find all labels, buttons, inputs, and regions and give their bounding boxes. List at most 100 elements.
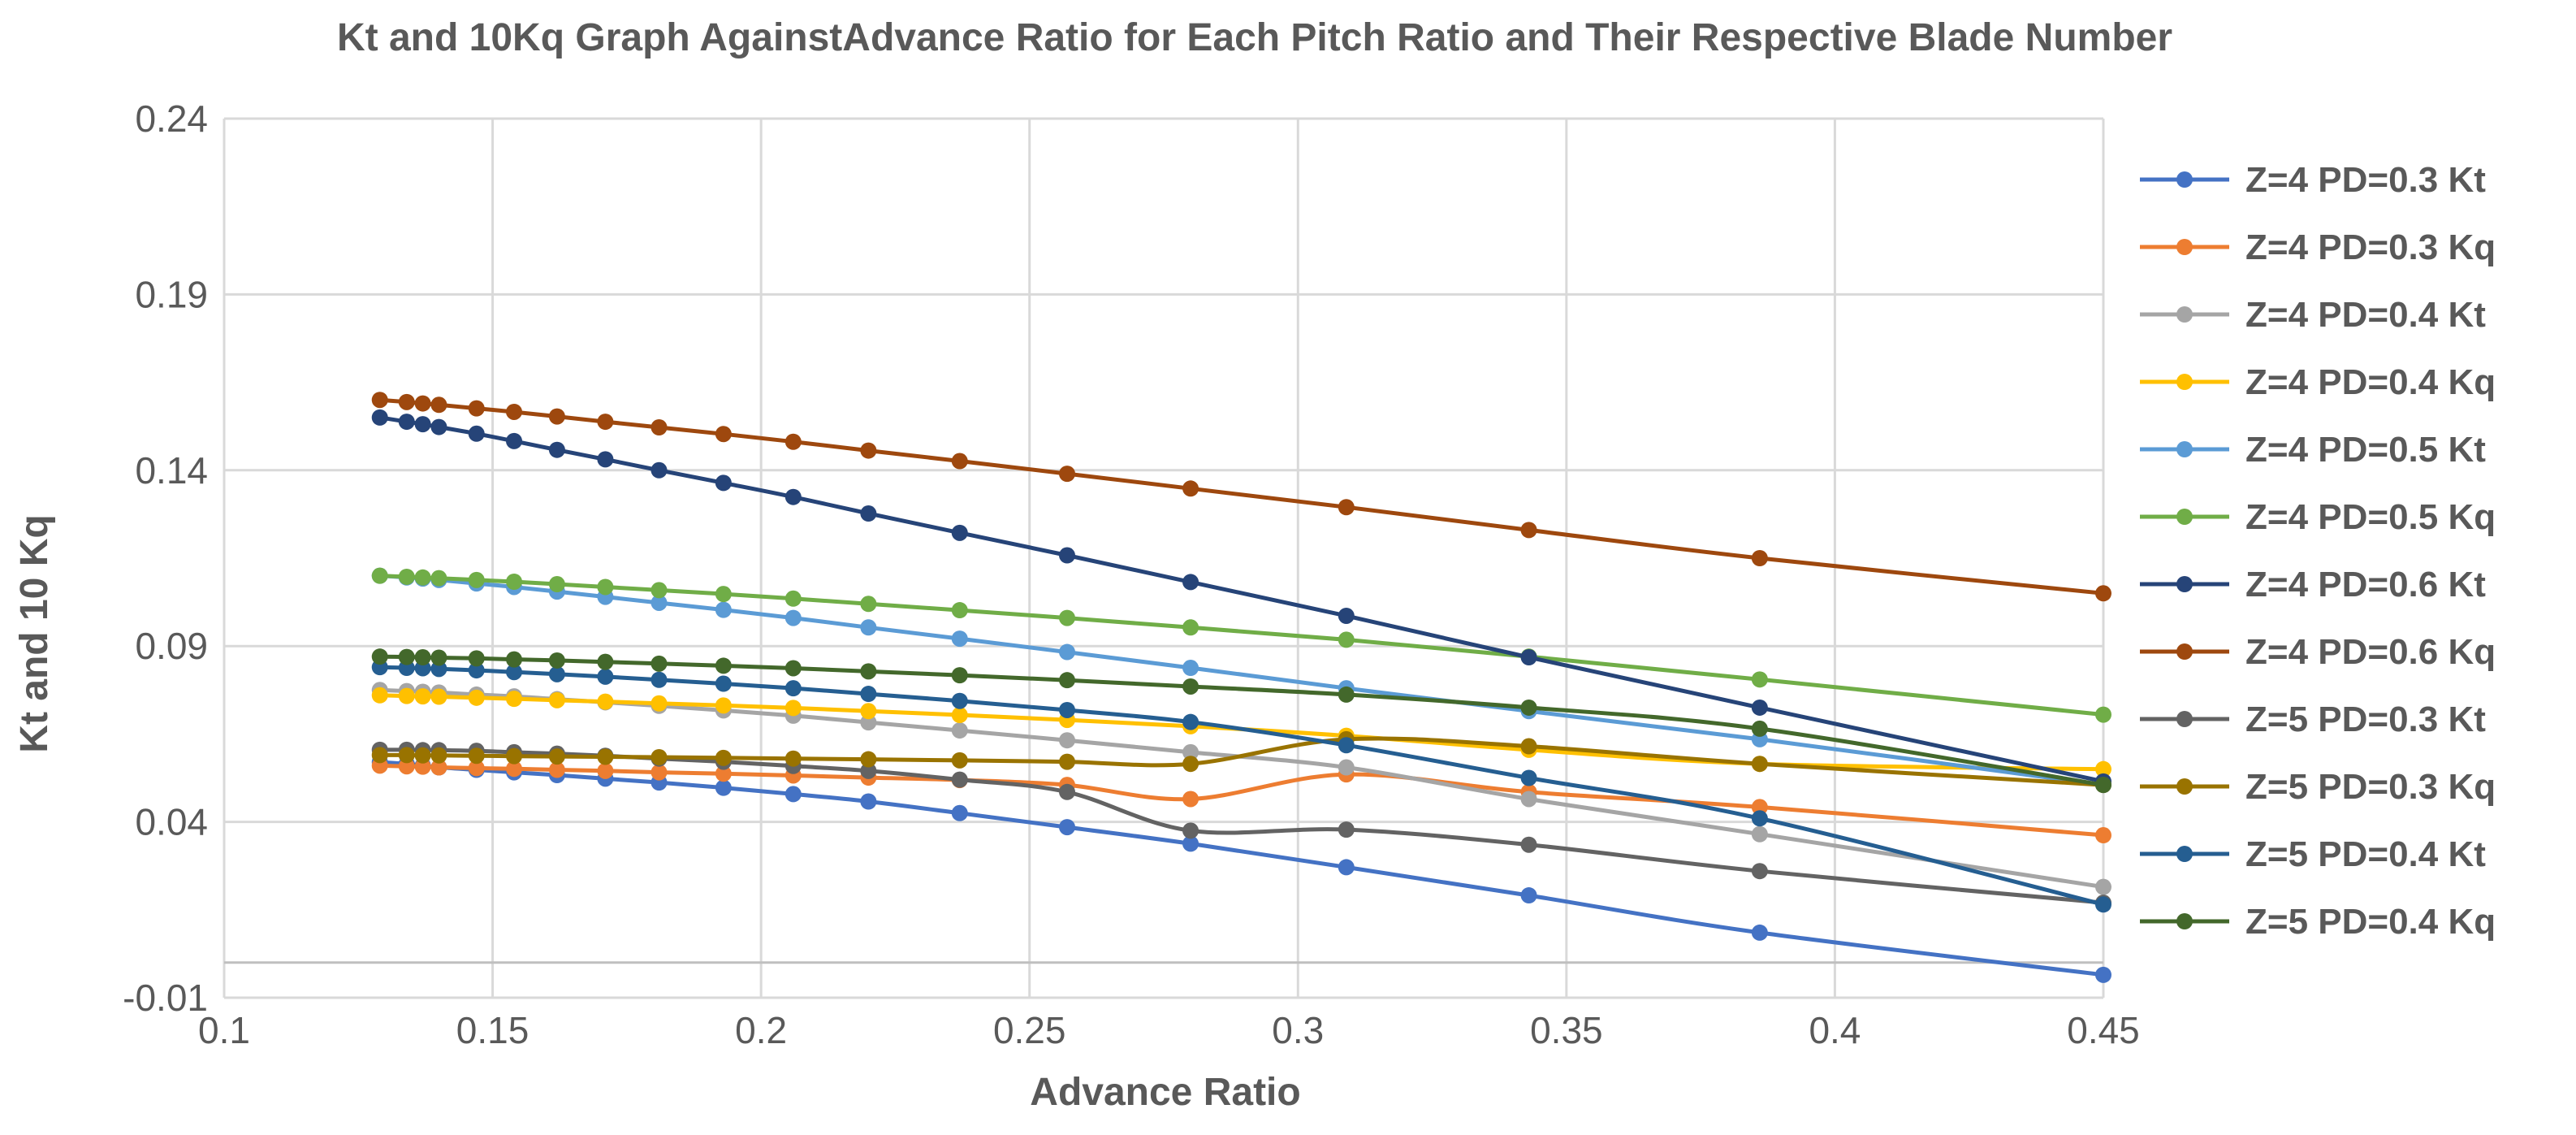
- y-tick-label: -0.01: [123, 977, 208, 1019]
- y-tick-label: 0.09: [135, 625, 208, 667]
- x-tick-label: 0.4: [1809, 1009, 1861, 1051]
- x-axis-title: Advance Ratio: [1030, 1071, 1300, 1114]
- data-point: [1338, 859, 1355, 876]
- legend-item: Z=4 PD=0.5 Kt: [2140, 430, 2486, 470]
- data-point: [398, 648, 415, 665]
- data-point: [398, 568, 415, 585]
- data-point: [597, 748, 614, 765]
- data-point: [1520, 836, 1537, 853]
- series-7: [371, 392, 2111, 602]
- data-point: [1058, 819, 1075, 836]
- legend-item: Z=4 PD=0.6 Kt: [2140, 565, 2486, 604]
- data-point: [371, 392, 388, 409]
- data-point: [650, 655, 668, 672]
- legend-item: Z=5 PD=0.3 Kq: [2140, 767, 2496, 807]
- data-point: [1058, 609, 1075, 626]
- data-point: [1751, 756, 1768, 773]
- data-point: [548, 408, 565, 425]
- series-line: [379, 687, 2104, 890]
- data-point: [414, 569, 431, 586]
- data-point: [430, 747, 447, 764]
- data-point: [951, 630, 968, 648]
- legend-label: Z=4 PD=0.5 Kq: [2245, 497, 2496, 537]
- data-point: [784, 786, 802, 803]
- data-point: [548, 576, 565, 593]
- y-tick-label: 0.14: [135, 449, 208, 492]
- data-point: [715, 601, 732, 618]
- data-point: [784, 700, 802, 717]
- data-point: [597, 414, 614, 431]
- data-point: [398, 414, 415, 431]
- data-point: [1182, 756, 1199, 773]
- data-point: [1058, 547, 1075, 564]
- data-point: [860, 714, 877, 731]
- data-point: [1520, 887, 1537, 904]
- series-9: [371, 730, 2111, 794]
- x-tick-label: 0.15: [456, 1009, 529, 1051]
- data-point: [951, 752, 968, 769]
- x-tick-label: 0.35: [1530, 1009, 1603, 1051]
- data-point: [1520, 649, 1537, 666]
- legend-label: Z=4 PD=0.6 Kq: [2245, 632, 2496, 672]
- data-point: [468, 760, 485, 777]
- data-point: [784, 590, 802, 607]
- legend-swatch-marker: [2176, 711, 2193, 727]
- data-point: [2095, 827, 2111, 844]
- data-point: [784, 609, 802, 626]
- data-point: [506, 760, 523, 778]
- data-point: [715, 657, 732, 674]
- data-point: [2095, 896, 2111, 913]
- legend-item: Z=4 PD=0.6 Kq: [2140, 632, 2496, 672]
- y-tick-label: 0.19: [135, 273, 208, 315]
- data-point: [715, 749, 732, 766]
- data-point: [2095, 760, 2111, 778]
- legend-swatch-marker: [2176, 306, 2193, 323]
- data-point: [715, 697, 732, 714]
- data-point: [1182, 660, 1199, 677]
- data-point: [597, 693, 614, 710]
- legend-swatch-marker: [2176, 441, 2193, 457]
- data-point: [506, 664, 523, 681]
- data-point: [650, 594, 668, 611]
- data-point: [371, 687, 388, 704]
- data-point: [597, 762, 614, 779]
- legend-item: Z=5 PD=0.4 Kt: [2140, 834, 2486, 874]
- data-point: [860, 762, 877, 779]
- data-point: [398, 747, 415, 764]
- data-point: [371, 409, 388, 426]
- legend-swatch-marker: [2176, 643, 2193, 660]
- data-point: [1182, 822, 1199, 839]
- legend-item: Z=4 PD=0.5 Kq: [2140, 497, 2496, 537]
- axes: 0.1 0.15 0.2 0.25 0.3 0.35 0.4 0.45 -0.01 0.04 0.0…: [123, 97, 2140, 1051]
- data-point: [1751, 720, 1768, 737]
- series-6: [371, 409, 2111, 790]
- series-11: [371, 648, 2111, 794]
- data-point: [1520, 699, 1537, 716]
- series-4: [371, 567, 2111, 794]
- x-tick-label: 0.3: [1272, 1009, 1324, 1051]
- series-3: [371, 687, 2111, 778]
- data-point: [468, 571, 485, 588]
- data-point: [1182, 791, 1199, 808]
- data-point: [468, 400, 485, 417]
- data-point: [2095, 878, 2111, 895]
- data-point: [398, 393, 415, 410]
- data-point: [951, 722, 968, 739]
- data-point: [715, 765, 732, 782]
- data-point: [951, 524, 968, 541]
- series-2: [371, 682, 2111, 895]
- data-point: [1058, 732, 1075, 749]
- data-point: [1058, 466, 1075, 483]
- data-point: [506, 651, 523, 668]
- data-point: [860, 596, 877, 613]
- legend-swatch-marker: [2176, 239, 2193, 255]
- data-point: [2095, 706, 2111, 723]
- data-point: [860, 663, 877, 680]
- data-point: [414, 688, 431, 705]
- data-point: [430, 396, 447, 414]
- legend-label: Z=4 PD=0.3 Kt: [2245, 160, 2486, 200]
- data-point: [468, 689, 485, 706]
- x-tick-label: 0.1: [198, 1009, 250, 1051]
- y-axis-title: Kt and 10 Kq: [13, 514, 56, 752]
- data-point: [951, 453, 968, 470]
